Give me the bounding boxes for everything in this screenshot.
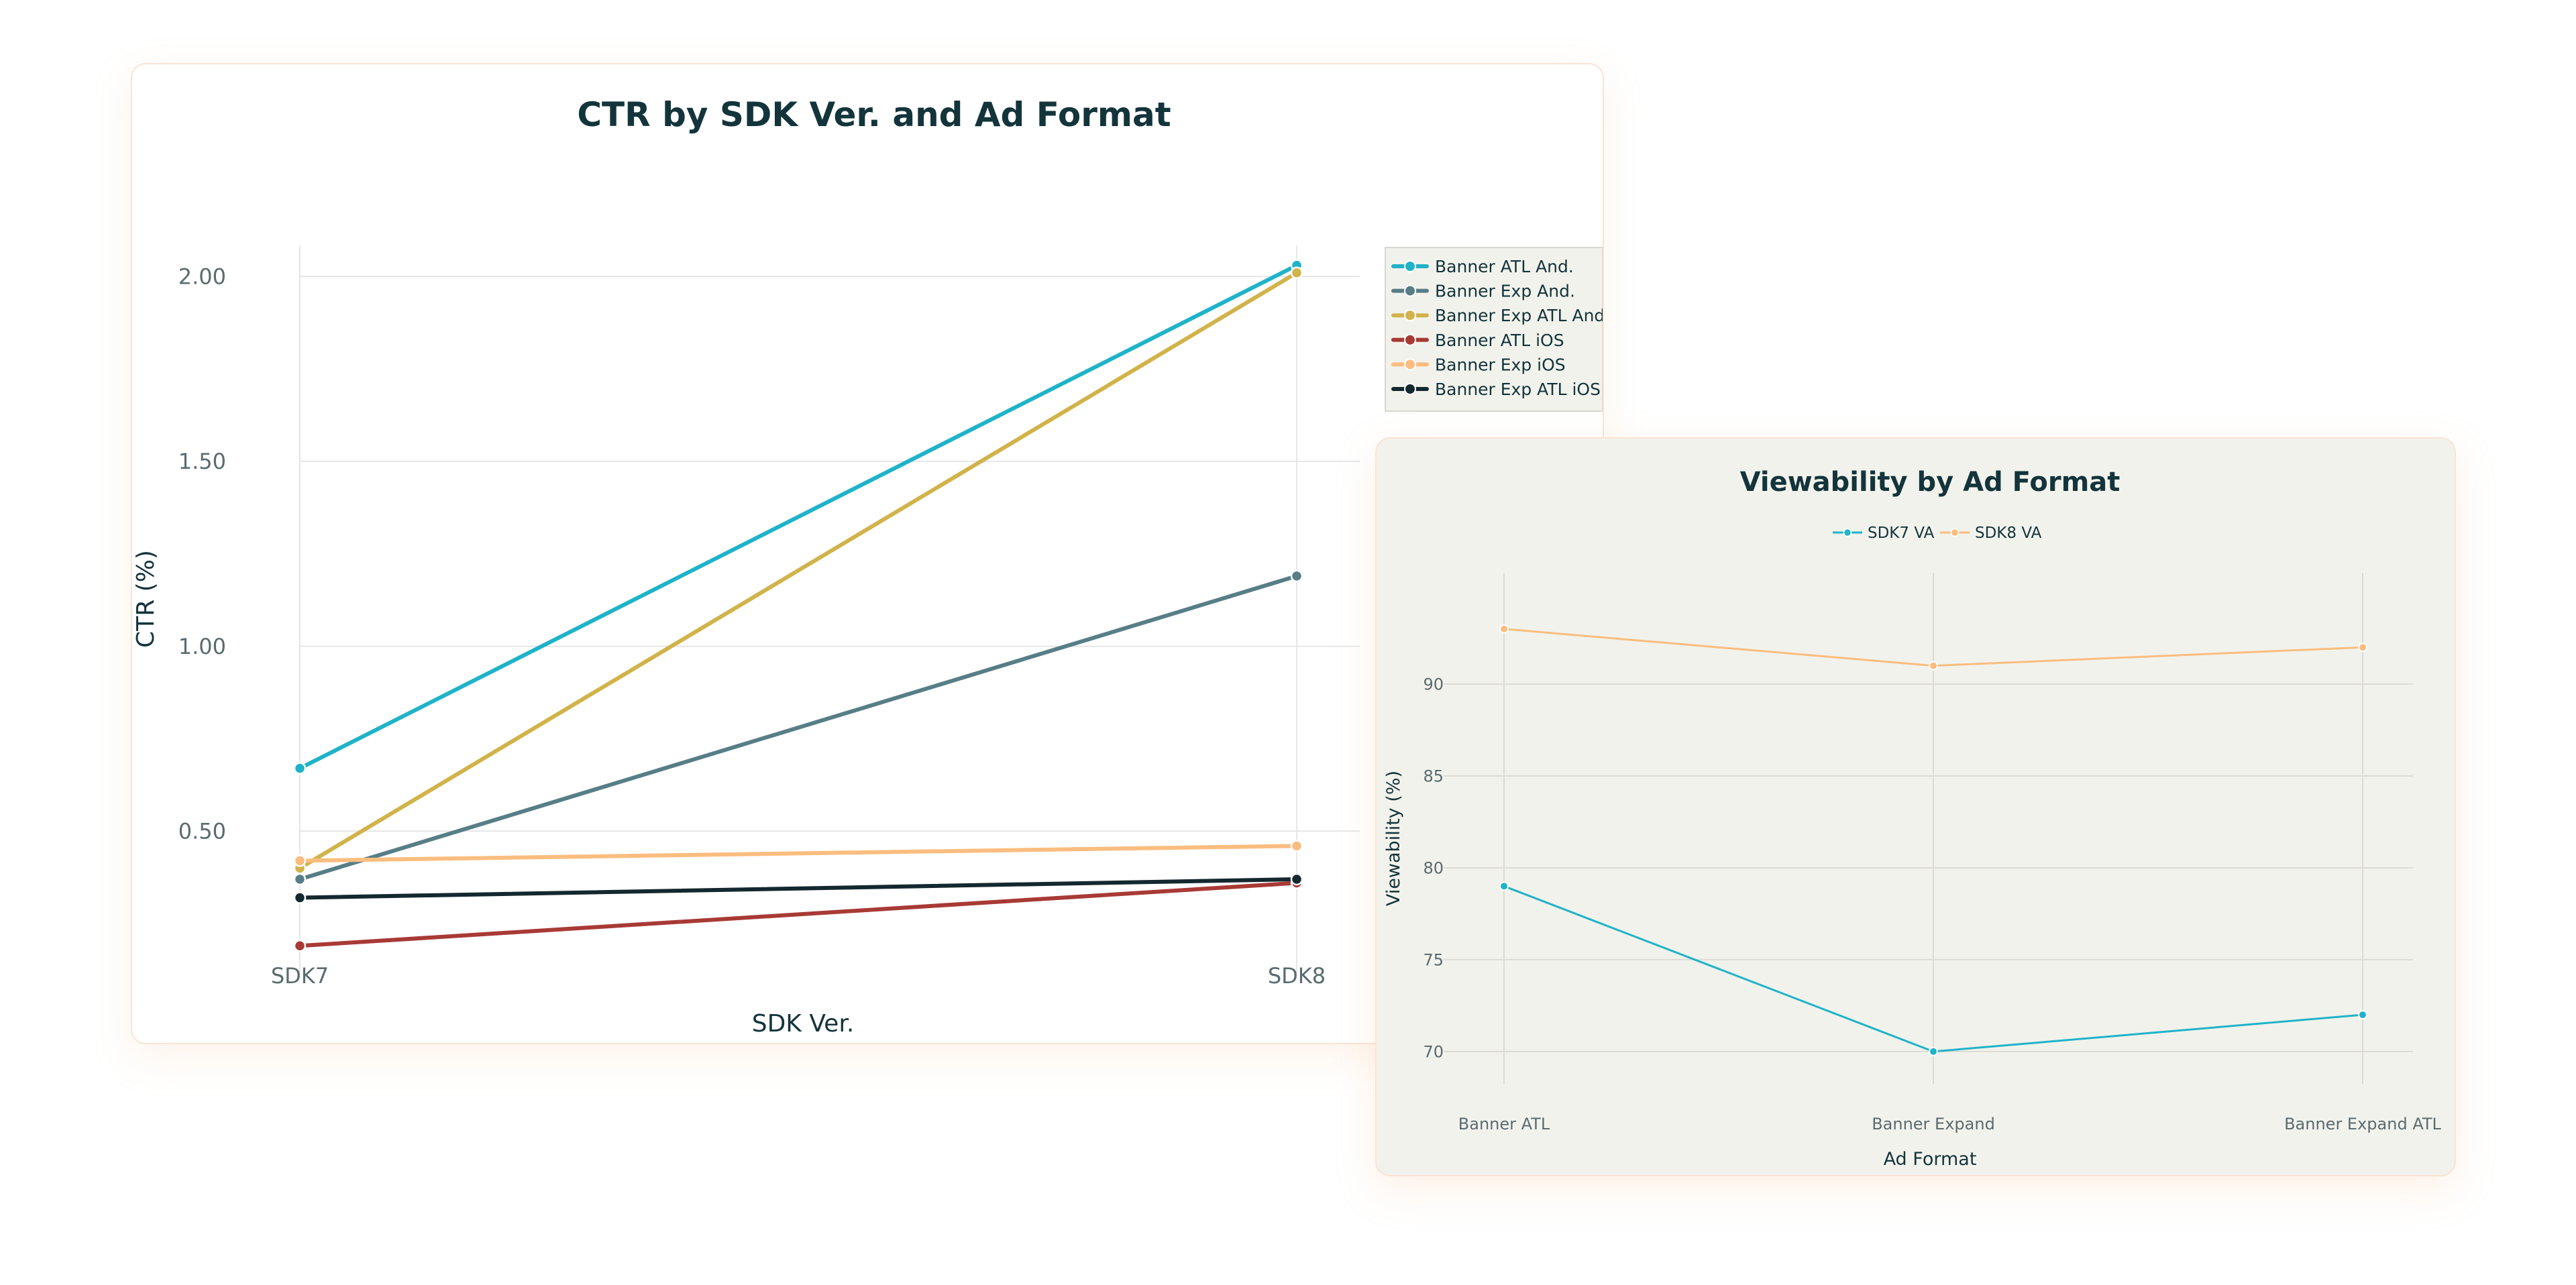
c2-y-tick-label: 85 <box>1423 767 1444 785</box>
ctr-legend-label: Banner Exp ATL iOS <box>1435 380 1601 399</box>
c1-data-point-banner-exp-atl-and <box>1290 266 1303 279</box>
ctr-legend-swatch-marker <box>1404 284 1416 297</box>
c1-data-point-banner-atl-and <box>293 762 307 775</box>
c2-data-point-sdk8-va <box>1929 661 1938 671</box>
c1-x-tick-label: SDK7 <box>271 963 329 989</box>
c1-series-line-banner-exp-atl-ios <box>298 877 1299 900</box>
ctr-legend-label: Banner Exp iOS <box>1435 355 1566 374</box>
ctr-legend-label: Banner ATL And. <box>1435 257 1574 276</box>
ctr-legend-label: Banner Exp ATL And. <box>1435 306 1604 325</box>
ctr-legend-swatch-marker <box>1404 358 1416 371</box>
ctr-legend-label: Banner ATL iOS <box>1435 331 1564 350</box>
ctr-legend-swatch-marker <box>1404 309 1416 322</box>
c1-series-line-banner-atl-and <box>298 263 1299 771</box>
c2-data-point-sdk8-va <box>2358 642 2367 653</box>
c1-data-point-banner-exp-and <box>1290 569 1303 583</box>
c1-y-tick-label: 2.00 <box>178 264 226 289</box>
viewability-chart-y-axis-title: Viewability (%) <box>1383 771 1404 906</box>
viewability-chart: Viewability by Ad Format Ad Format Viewa… <box>1383 467 2442 1170</box>
viewability-legend-swatch-marker <box>1950 528 1960 537</box>
c1-data-point-banner-atl-ios <box>293 939 307 952</box>
ctr-chart: CTR by SDK Ver. and Ad Format SDK Ver. C… <box>132 95 1604 1038</box>
viewability-chart-card: Viewability by Ad Format Ad Format Viewa… <box>1375 437 2456 1176</box>
c2-data-point-sdk7-va <box>1499 881 1509 891</box>
c1-y-tick-label: 1.50 <box>178 449 226 474</box>
c2-x-tick-label: Banner Expand <box>1872 1115 1995 1133</box>
c1-series-line-banner-exp-atl-and <box>298 270 1299 871</box>
viewability-chart-x-axis-title: Ad Format <box>1884 1149 1977 1170</box>
ctr-chart-y-axis-title: CTR (%) <box>132 550 160 648</box>
c2-y-tick-label: 90 <box>1423 675 1444 693</box>
ctr-legend-swatch-marker <box>1404 333 1416 346</box>
ctr-legend-swatch-marker <box>1404 260 1416 272</box>
c2-x-tick-label: Banner ATL <box>1458 1115 1550 1133</box>
c1-series-line-banner-exp-and <box>298 573 1299 881</box>
ctr-chart-x-axis-title: SDK Ver. <box>752 1010 855 1038</box>
c1-data-point-banner-exp-ios <box>293 854 307 867</box>
viewability-legend-swatch-marker <box>1843 528 1852 537</box>
c1-y-tick-label: 1.00 <box>178 634 226 659</box>
c2-y-tick-label: 75 <box>1423 950 1444 969</box>
ctr-legend-swatch-marker <box>1404 383 1416 395</box>
viewability-legend-label: SDK8 VA <box>1975 524 2042 542</box>
c2-data-point-sdk7-va <box>2358 1010 2367 1020</box>
c2-y-tick-label: 80 <box>1423 858 1444 877</box>
c1-x-tick-label: SDK8 <box>1268 963 1326 989</box>
viewability-chart-title: Viewability by Ad Format <box>1740 467 2121 498</box>
c2-data-point-sdk7-va <box>1929 1046 1938 1056</box>
c1-data-point-banner-exp-ios <box>1290 840 1303 852</box>
c1-data-point-banner-exp-and <box>293 873 307 886</box>
c1-data-point-banner-exp-atl-ios <box>293 891 307 904</box>
c1-data-point-banner-exp-atl-ios <box>1290 873 1303 886</box>
ctr-chart-card: CTR by SDK Ver. and Ad Format SDK Ver. C… <box>131 63 1604 1044</box>
c2-data-point-sdk8-va <box>1499 624 1509 634</box>
ctr-legend-box <box>1385 247 1603 412</box>
c2-y-tick-label: 70 <box>1423 1042 1444 1061</box>
c1-series-line-banner-atl-ios <box>298 881 1299 948</box>
viewability-legend-label: SDK7 VA <box>1868 524 1935 542</box>
c1-series-line-banner-exp-ios <box>298 844 1299 863</box>
ctr-legend-label: Banner Exp And. <box>1435 282 1575 301</box>
c1-y-tick-label: 0.50 <box>178 819 226 844</box>
c2-x-tick-label: Banner Expand ATL <box>2284 1115 2441 1133</box>
ctr-chart-title: CTR by SDK Ver. and Ad Format <box>577 95 1171 134</box>
